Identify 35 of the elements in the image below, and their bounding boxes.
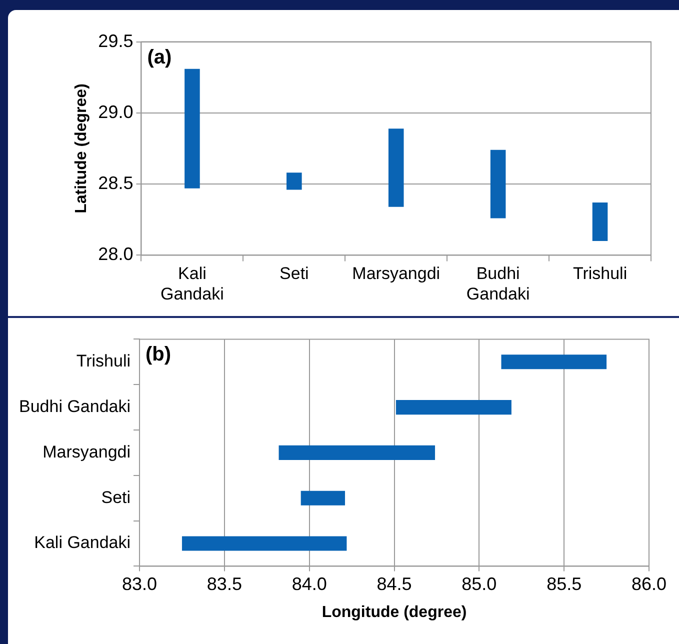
x-tick-label: Seti bbox=[280, 264, 309, 284]
bar bbox=[501, 354, 607, 370]
bar bbox=[182, 536, 347, 551]
x-tick-label: 86.0 bbox=[631, 574, 667, 594]
bar bbox=[592, 202, 608, 241]
bar bbox=[300, 490, 346, 506]
y-tick-label: Kali Gandaki bbox=[34, 533, 131, 552]
x-tick-label: 84.0 bbox=[292, 574, 327, 594]
y-axis-title: Latitude (degree) bbox=[73, 84, 90, 214]
x-tick-label: 83.5 bbox=[206, 574, 242, 594]
x-axis-title: Longitude (degree) bbox=[322, 604, 467, 621]
y-tick-label: Trishuli bbox=[76, 352, 131, 371]
annotation: (b) bbox=[146, 344, 172, 366]
bar bbox=[278, 445, 436, 460]
x-tick-label: Budhi Gandaki bbox=[466, 264, 530, 304]
y-tick-label: 28.5 bbox=[98, 173, 134, 194]
bar bbox=[388, 128, 404, 207]
bar bbox=[396, 400, 512, 415]
y-tick-label: Budhi Gandaki bbox=[18, 396, 131, 416]
y-tick-label: 29.5 bbox=[98, 30, 134, 51]
x-tick-label: 83.0 bbox=[122, 574, 158, 594]
x-tick-label: 84.5 bbox=[376, 574, 412, 594]
bar bbox=[286, 172, 302, 190]
y-tick-label: Marsyangdi bbox=[42, 442, 131, 462]
y-tick-label: 28.0 bbox=[98, 244, 134, 264]
x-tick-label: Trishuli bbox=[572, 264, 628, 284]
x-tick-label: 85.5 bbox=[546, 574, 582, 594]
bar bbox=[184, 68, 200, 188]
x-tick-label: 85.0 bbox=[462, 574, 497, 594]
y-tick-label: 29.0 bbox=[98, 102, 134, 122]
x-tick-label: Kali Gandaki bbox=[160, 264, 224, 304]
x-tick-label: Marsyangdi bbox=[352, 264, 440, 284]
y-tick-label: Seti bbox=[101, 488, 131, 507]
annotation: (a) bbox=[147, 46, 172, 68]
bar bbox=[490, 150, 506, 218]
